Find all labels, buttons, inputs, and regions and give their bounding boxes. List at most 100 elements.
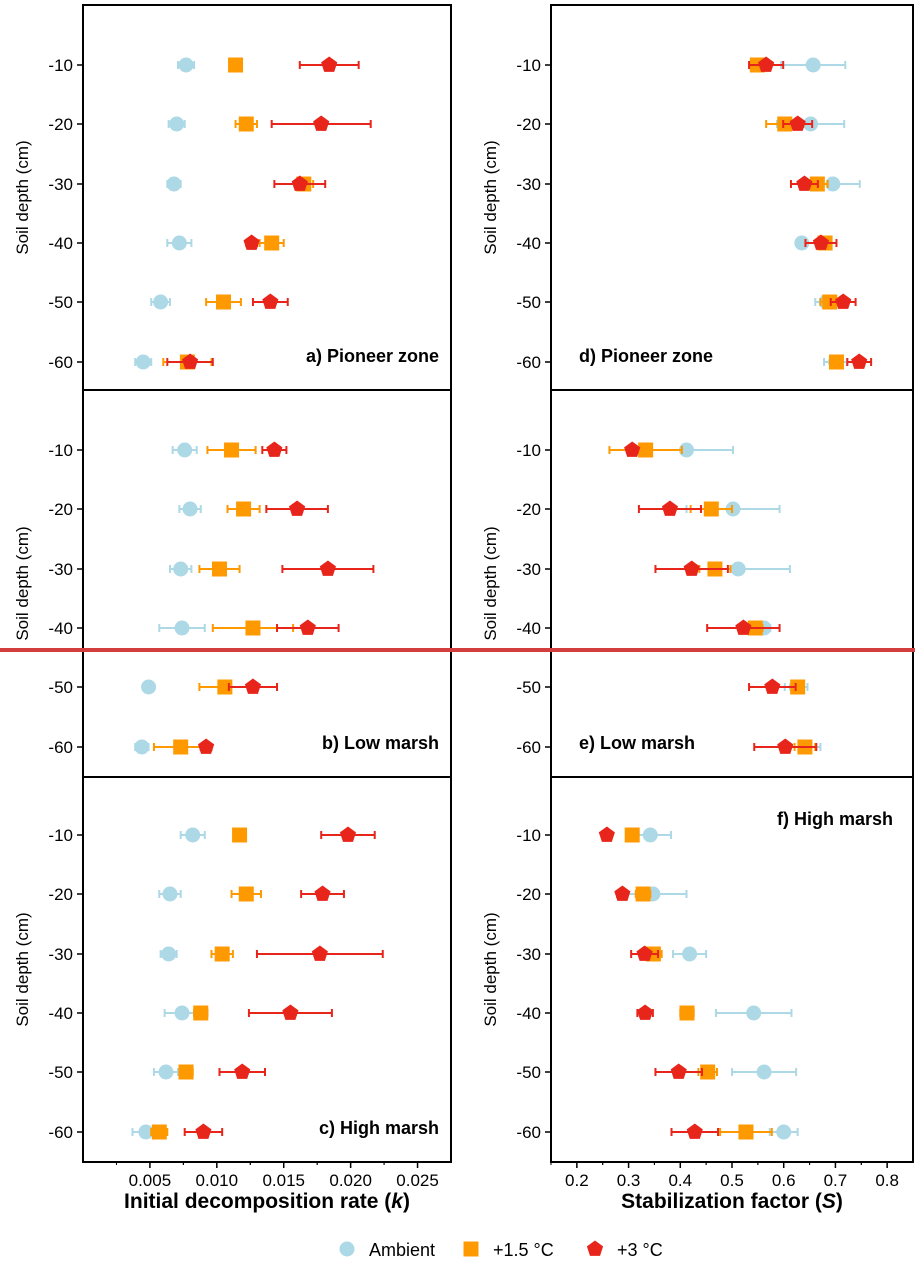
point-ambient-depth40 <box>746 1005 762 1021</box>
x-tick-label: 0.8 <box>875 1171 899 1190</box>
point-3-c-depth50 <box>835 293 852 309</box>
legend-label: +3 °C <box>617 1240 663 1260</box>
y-tick-label: -10 <box>48 56 73 75</box>
point-ambient-depth20 <box>725 501 741 517</box>
point-1-5-c-depth40 <box>264 235 280 251</box>
point-3-c-depth50 <box>234 1063 251 1079</box>
point-1-5-c-depth50 <box>822 294 838 310</box>
point-1-5-c-depth20 <box>703 501 719 517</box>
legend-label: Ambient <box>369 1240 435 1260</box>
point-3-c-depth60 <box>686 1123 703 1139</box>
panel-labels: a) Pioneer zone b) Low marsh c) High marsh… <box>306 346 893 1138</box>
y-axis-label: Soil depth (cm) <box>481 912 500 1026</box>
point-1-5-c-depth10 <box>228 57 244 73</box>
panel-frames <box>82 4 914 1163</box>
x-tick-label: 0.010 <box>196 1171 239 1190</box>
y-axis-label: Soil depth (cm) <box>13 912 32 1026</box>
point-3-c-depth30 <box>683 560 700 576</box>
x-tick-label: 0.020 <box>329 1171 372 1190</box>
legend-entry-1-5-c: +1.5 °C <box>463 1240 554 1260</box>
point-3-c-depth40 <box>282 1004 299 1020</box>
y-tick-label: -40 <box>48 619 73 638</box>
y-tick-label: -50 <box>516 293 541 312</box>
y-tick-label: -40 <box>516 619 541 638</box>
point-3-c-depth50 <box>244 678 261 694</box>
y-tick-label: -60 <box>48 738 73 757</box>
x-tick-label: 0.005 <box>129 1171 172 1190</box>
point-ambient-depth30 <box>825 176 841 192</box>
x-tick-label: 0.3 <box>617 1171 641 1190</box>
point-3-c-depth30 <box>291 175 308 191</box>
point-1-5-c-depth30 <box>211 561 227 577</box>
point-ambient-depth20 <box>182 501 198 517</box>
y-tick-label: -40 <box>516 1004 541 1023</box>
point-1-5-c-depth40 <box>245 620 261 636</box>
point-3-c-depth30 <box>796 175 813 191</box>
panel-a-pioneer-zone <box>134 56 372 370</box>
y-tick-label: -50 <box>48 293 73 312</box>
point-1-5-c-depth10 <box>638 442 654 458</box>
panel-label: c) High marsh <box>319 1118 439 1138</box>
point-3-c-depth20 <box>661 500 678 516</box>
panel-e-low-marsh <box>608 441 822 755</box>
point-3-c-depth40 <box>637 1004 654 1020</box>
point-ambient-depth60 <box>134 739 150 755</box>
point-3-c-depth40 <box>812 234 829 250</box>
y-tick-label: -30 <box>48 945 73 964</box>
y-tick-label: -40 <box>48 234 73 253</box>
point-ambient-depth10 <box>642 827 658 843</box>
legend: Ambient +1.5 °C +3 °C <box>339 1240 663 1260</box>
x-tick-label: 0.025 <box>396 1171 439 1190</box>
point-3-c-depth40 <box>735 619 752 635</box>
x-tick-label: 0.015 <box>262 1171 305 1190</box>
point-3-c-depth20 <box>289 500 306 516</box>
y-tick-label: -10 <box>48 826 73 845</box>
y-tick-label: -30 <box>48 560 73 579</box>
point-3-c-depth10 <box>758 56 775 72</box>
y-tick-label: -10 <box>516 441 541 460</box>
point-ambient-depth30 <box>161 946 177 962</box>
point-3-c-depth60 <box>777 738 794 754</box>
point-ambient-depth20 <box>169 116 185 132</box>
point-3-c-depth10 <box>321 56 338 72</box>
point-1-5-c-depth60 <box>738 1124 754 1140</box>
x-tick-label: 0.6 <box>772 1171 796 1190</box>
y-tick-label: -20 <box>516 885 541 904</box>
point-1-5-c-depth10 <box>232 827 248 843</box>
panel-label: f) High marsh <box>777 809 893 829</box>
axis-ticks: -10 -20 -30 -40 -50 -60 Soil depth (cm) -10 -20 -… <box>13 56 899 1213</box>
point-3-c-depth60 <box>198 738 215 754</box>
point-ambient-depth30 <box>730 561 746 577</box>
point-ambient-depth50 <box>756 1064 772 1080</box>
y-tick-label: -10 <box>516 826 541 845</box>
panel-frame-col1-row1 <box>550 389 914 778</box>
point-1-5-c-depth50 <box>216 294 232 310</box>
panel-label: d) Pioneer zone <box>579 346 713 366</box>
legend-marker-ambient <box>339 1241 355 1257</box>
point-1-5-c-depth60 <box>173 739 189 755</box>
point-3-c-depth40 <box>243 234 260 250</box>
point-3-c-depth10 <box>266 441 283 457</box>
y-axis-label: Soil depth (cm) <box>13 140 32 254</box>
x-tick-label: 0.5 <box>720 1171 744 1190</box>
point-3-c-depth60 <box>851 353 868 369</box>
point-ambient-depth30 <box>682 946 698 962</box>
point-ambient-depth10 <box>177 442 193 458</box>
point-ambient-depth60 <box>776 1124 792 1140</box>
point-3-c-depth50 <box>262 293 279 309</box>
point-ambient-depth30 <box>166 176 182 192</box>
point-ambient-depth60 <box>138 1124 154 1140</box>
point-1-5-c-depth40 <box>193 1005 209 1021</box>
y-tick-label: -50 <box>48 1063 73 1082</box>
point-3-c-depth10 <box>624 441 641 457</box>
y-tick-label: -40 <box>516 234 541 253</box>
x-tick-label: 0.4 <box>668 1171 692 1190</box>
y-tick-label: -10 <box>516 56 541 75</box>
point-1-5-c-depth50 <box>790 679 806 695</box>
point-3-c-depth20 <box>614 885 631 901</box>
point-ambient-depth10 <box>805 57 821 73</box>
y-tick-label: -10 <box>48 441 73 460</box>
point-3-c-depth10 <box>339 826 356 842</box>
point-1-5-c-depth40 <box>679 1005 695 1021</box>
